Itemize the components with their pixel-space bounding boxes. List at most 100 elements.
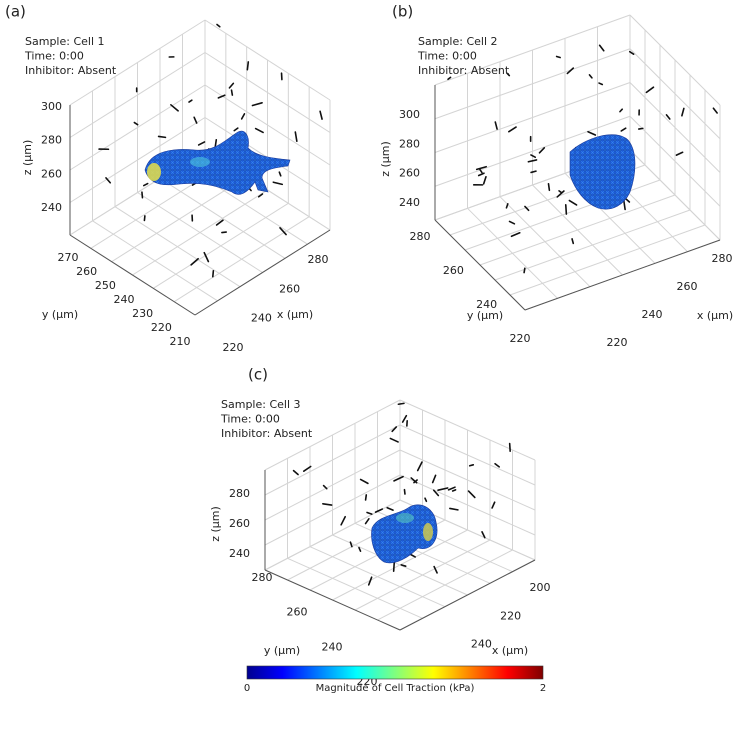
y-tick: 260 — [443, 264, 464, 277]
y-tick: 270 — [58, 251, 79, 264]
y-tick: 240 — [114, 293, 135, 306]
z-tick: 240 — [229, 547, 250, 560]
traction-vector — [628, 50, 635, 55]
x-tick: 200 — [530, 581, 551, 594]
traction-vector — [675, 151, 684, 156]
y-tick: 220 — [510, 332, 531, 345]
wall-grid — [434, 115, 631, 187]
x-axis-label: x (μm) — [697, 309, 733, 322]
traction-vector — [564, 203, 568, 215]
y-axis-label: y (μm) — [467, 309, 503, 322]
traction-vector — [190, 257, 199, 266]
traction-vector — [391, 426, 398, 433]
traction-vector — [374, 508, 384, 513]
panel-info: Time: 0:00 — [24, 50, 84, 63]
panel-info: Sample: Cell 3 — [221, 398, 301, 411]
y-tick: 260 — [76, 265, 97, 278]
panel-info: Inhibitor: Absent — [418, 64, 510, 77]
traction-vector — [523, 267, 526, 274]
traction-vector — [491, 501, 496, 509]
traction-vector — [527, 159, 538, 163]
traction-vector — [197, 141, 206, 146]
floor-grid — [377, 549, 513, 621]
wall-grid — [399, 449, 536, 511]
traction-vector — [555, 55, 561, 59]
x-tick: 260 — [677, 280, 698, 293]
traction-vector — [358, 546, 362, 552]
traction-vector — [319, 110, 323, 120]
traction-vector — [494, 462, 500, 468]
traction-vector — [432, 489, 440, 497]
z-tick: 260 — [229, 517, 250, 530]
traction-vector — [364, 494, 368, 501]
cell-1-hotspot — [190, 157, 210, 167]
traction-vector — [142, 182, 149, 187]
cell-1-hotspot — [147, 163, 161, 181]
axis-edge — [434, 219, 526, 311]
wall-grid — [399, 399, 536, 461]
wall-grid — [264, 399, 401, 471]
wall-grid — [399, 474, 536, 536]
traction-vector — [637, 127, 644, 130]
traction-vector — [431, 474, 437, 484]
traction-vector — [367, 576, 373, 586]
axis-edge — [69, 234, 196, 316]
y-tick: 280 — [252, 571, 273, 584]
traction-vector — [416, 461, 423, 472]
wall-grid — [264, 449, 401, 521]
traction-vector — [587, 130, 597, 136]
traction-vector — [400, 564, 407, 567]
panel-label: (c) — [248, 366, 268, 384]
wall-grid — [629, 149, 721, 241]
traction-vector — [620, 127, 627, 132]
traction-vector — [681, 107, 685, 117]
traction-vector — [216, 23, 221, 28]
x-tick: 280 — [712, 252, 733, 265]
traction-vector — [624, 197, 631, 203]
cell-3-hotspot — [396, 513, 414, 523]
traction-vector — [598, 82, 604, 86]
z-tick: 280 — [41, 134, 62, 147]
traction-vector — [212, 269, 215, 278]
wall-grid — [399, 424, 536, 486]
y-tick: 230 — [132, 307, 153, 320]
traction-vector — [246, 61, 250, 71]
wall-grid — [434, 82, 631, 153]
wall-grid — [629, 14, 721, 106]
traction-vector — [571, 238, 575, 245]
traction-vector — [393, 475, 404, 482]
colorbar-tick-label: 0 — [244, 683, 250, 694]
wall-grid — [264, 424, 401, 496]
z-axis-label: z (μm) — [21, 140, 34, 176]
z-axis-label: z (μm) — [379, 141, 392, 177]
wall-grid — [69, 117, 206, 203]
traction-vector — [598, 44, 605, 52]
y-tick: 210 — [170, 335, 191, 348]
traction-vector — [467, 490, 476, 499]
traction-vector — [645, 86, 655, 94]
traction-vector — [364, 517, 370, 525]
traction-vector — [413, 479, 418, 484]
traction-vector — [477, 172, 485, 177]
traction-vector — [397, 402, 405, 406]
y-tick: 220 — [151, 321, 172, 334]
traction-vector — [366, 511, 373, 515]
panel-info: Sample: Cell 1 — [25, 35, 105, 48]
axis-edge — [399, 559, 536, 631]
traction-vector — [278, 171, 282, 177]
traction-vector — [322, 484, 328, 490]
traction-vector — [468, 464, 475, 467]
x-tick: 280 — [308, 253, 329, 266]
traction-vector — [556, 190, 565, 198]
traction-vector — [257, 193, 264, 198]
floor-grid — [509, 224, 706, 296]
cell-2 — [569, 134, 636, 210]
cell-3-hotspot — [423, 523, 433, 541]
x-tick: 220 — [223, 341, 244, 354]
wall-grid — [434, 14, 631, 86]
wall-grid — [629, 82, 721, 173]
panel-info: Time: 0:00 — [220, 413, 280, 426]
traction-vector — [193, 116, 198, 124]
traction-vector — [214, 139, 218, 148]
